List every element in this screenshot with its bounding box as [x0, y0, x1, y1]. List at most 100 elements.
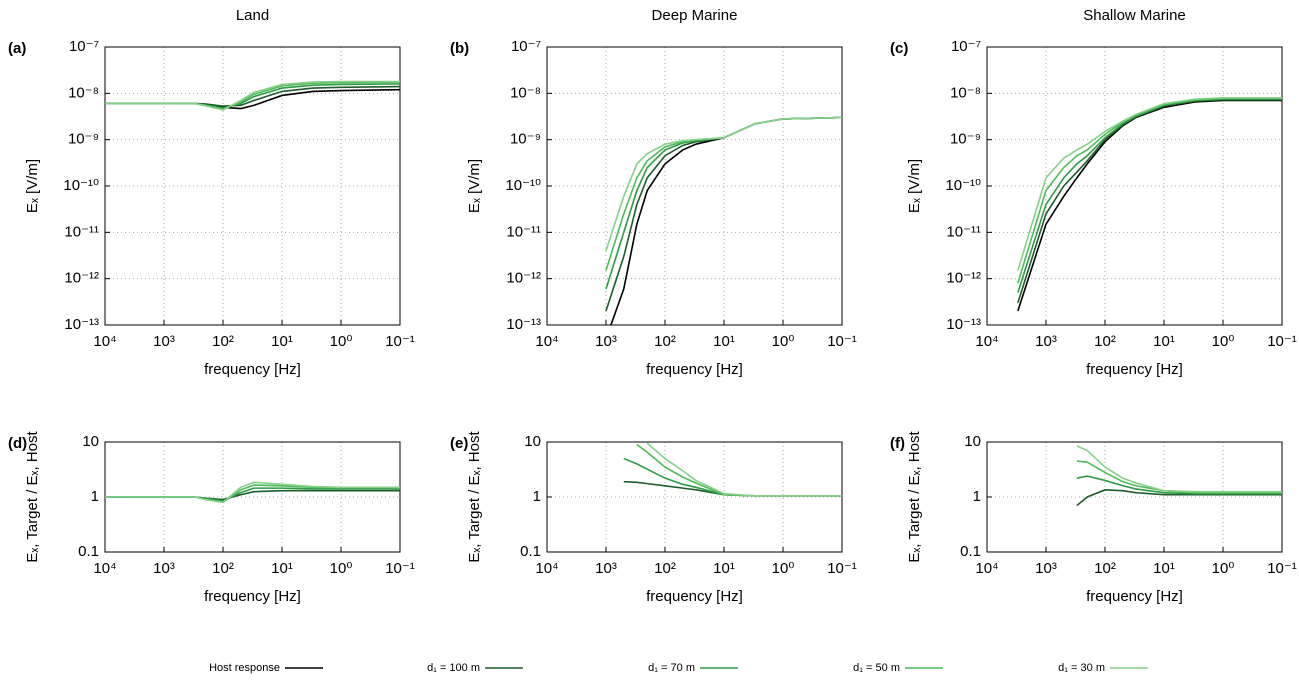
- series-line: d₁ = 70 m: [623, 457, 842, 497]
- x-axis-label: frequency [Hz]: [646, 361, 743, 378]
- y-axis-label: Eₓ, Target / Eₓ, Host: [906, 431, 923, 563]
- panel: 10⁴ 10³ 10² 10¹ 10⁰ 10⁻¹ 0.1 1 10 d₁ = 100 md₁ = …: [890, 431, 1297, 605]
- y-axis-label: Eₓ [V/m]: [466, 159, 483, 213]
- y-tick-label: 0.1: [520, 543, 541, 560]
- y-tick-label: 10⁻⁷: [511, 38, 541, 55]
- x-tick-label: 10⁴: [975, 560, 998, 577]
- y-tick-label: 0.1: [960, 543, 981, 560]
- panel: 10⁴ 10³ 10² 10¹ 10⁰ 10⁻¹ 0.1 1 10 d₁ = 100 md₁ = …: [8, 431, 415, 605]
- x-axis-label: frequency [Hz]: [1086, 588, 1183, 605]
- x-tick-label: 10⁰: [1212, 333, 1235, 350]
- legend-label: d₁ = 100 m: [427, 662, 480, 674]
- y-tick-label: 10⁻⁸: [68, 84, 99, 101]
- x-tick-label: 10²: [212, 560, 234, 577]
- plot-frame: [546, 441, 843, 553]
- series-line: d₁ = 30 m: [105, 80, 400, 111]
- panel-title: Land: [236, 7, 269, 24]
- legend: Host response d₁ = 100 m d₁ = 70 m d₁ = 50 …: [209, 662, 1148, 674]
- x-tick-label: 10²: [1094, 333, 1116, 350]
- series-line: d₁ = 30 m: [1017, 97, 1282, 271]
- x-tick-label: 10³: [595, 560, 617, 577]
- y-tick-label: 10⁻¹¹: [946, 223, 981, 240]
- y-axis-label: Eₓ [V/m]: [906, 159, 923, 213]
- x-tick-label: 10⁰: [772, 560, 795, 577]
- panel-label: (f): [890, 435, 905, 452]
- x-axis-label: frequency [Hz]: [204, 361, 301, 378]
- y-tick-label: 10⁻⁹: [950, 131, 981, 148]
- y-axis-label: Eₓ, Target / Eₓ, Host: [466, 431, 483, 563]
- panel-label: (c): [890, 40, 908, 57]
- series-line: Host response: [610, 116, 842, 325]
- x-tick-label: 10⁰: [1212, 560, 1235, 577]
- y-tick-label: 10: [82, 433, 99, 450]
- series-line: d₁ = 70 m: [1017, 98, 1282, 293]
- x-tick-label: 10⁰: [330, 560, 353, 577]
- panel-title: Deep Marine: [652, 7, 738, 24]
- legend-label: Host response: [209, 662, 280, 674]
- y-tick-label: 10⁻¹⁰: [505, 177, 541, 194]
- x-tick-label: 10⁻¹: [827, 560, 857, 577]
- x-axis-label: frequency [Hz]: [1086, 361, 1183, 378]
- series-line: d₁ = 100 m: [105, 489, 400, 501]
- y-tick-label: 10⁻¹³: [506, 316, 541, 333]
- plot-frame: [104, 46, 401, 326]
- y-tick-label: 10⁻⁹: [510, 131, 541, 148]
- panel-label: (a): [8, 40, 26, 57]
- panel: 10⁴ 10³ 10² 10¹ 10⁰ 10⁻¹ 10⁻¹³ 10⁻¹² 10⁻¹¹ 10⁻¹⁰ 1…: [450, 7, 857, 378]
- y-tick-label: 10⁻¹¹: [506, 223, 541, 240]
- series-line: d₁ = 30 m: [1076, 445, 1282, 493]
- panel-title: Shallow Marine: [1083, 7, 1186, 24]
- y-tick-label: 10⁻¹⁰: [945, 177, 981, 194]
- x-tick-label: 10⁻¹: [385, 333, 415, 350]
- series-line: d₁ = 100 m: [605, 116, 842, 312]
- x-tick-label: 10⁻¹: [1267, 333, 1297, 350]
- series-line: d₁ = 30 m: [646, 442, 842, 497]
- panel-label: (d): [8, 435, 27, 452]
- series-line: d₁ = 70 m: [1076, 475, 1282, 495]
- legend-label: d₁ = 30 m: [1058, 662, 1105, 674]
- y-tick-label: 0.1: [78, 543, 99, 560]
- y-tick-label: 10⁻¹²: [506, 270, 541, 287]
- plot-frame: [546, 46, 843, 326]
- x-tick-label: 10¹: [271, 333, 293, 350]
- x-tick-label: 10⁰: [330, 333, 353, 350]
- x-tick-label: 10³: [153, 333, 175, 350]
- x-tick-label: 10⁴: [535, 560, 558, 577]
- y-tick-label: 10⁻⁷: [69, 38, 99, 55]
- y-tick-label: 10: [964, 433, 981, 450]
- y-tick-label: 10⁻¹⁰: [63, 177, 99, 194]
- x-tick-label: 10³: [1035, 560, 1057, 577]
- y-tick-label: 10⁻⁷: [951, 38, 981, 55]
- plot-frame: [986, 441, 1283, 553]
- x-tick-label: 10¹: [1153, 333, 1175, 350]
- x-tick-label: 10⁴: [975, 333, 998, 350]
- series-line: d₁ = 50 m: [1076, 460, 1282, 494]
- series-line: d₁ = 50 m: [636, 443, 842, 497]
- y-tick-label: 1: [91, 488, 99, 505]
- series-line: d₁ = 30 m: [105, 481, 400, 504]
- x-tick-label: 10³: [595, 333, 617, 350]
- x-tick-label: 10⁴: [93, 333, 116, 350]
- legend-label: d₁ = 50 m: [853, 662, 900, 674]
- x-axis-label: frequency [Hz]: [204, 588, 301, 605]
- panel-label: (b): [450, 40, 469, 57]
- x-tick-label: 10³: [153, 560, 175, 577]
- series-line: Host response: [1017, 99, 1282, 312]
- panel-label: (e): [450, 435, 468, 452]
- x-tick-label: 10⁻¹: [1267, 560, 1297, 577]
- plot-frame: [986, 46, 1283, 326]
- x-tick-label: 10²: [654, 560, 676, 577]
- y-tick-label: 10⁻⁹: [68, 131, 99, 148]
- y-tick-label: 10⁻¹³: [64, 316, 99, 333]
- x-tick-label: 10¹: [713, 560, 735, 577]
- series-line: d₁ = 100 m: [1017, 98, 1282, 304]
- y-tick-label: 10⁻¹²: [946, 270, 981, 287]
- x-tick-label: 10⁻¹: [827, 333, 857, 350]
- x-tick-label: 10¹: [1153, 560, 1175, 577]
- panel: 10⁴ 10³ 10² 10¹ 10⁰ 10⁻¹ 10⁻¹³ 10⁻¹² 10⁻¹¹ 10⁻¹⁰ 1…: [8, 7, 415, 378]
- x-tick-label: 10²: [212, 333, 234, 350]
- series-line: d₁ = 50 m: [1017, 97, 1282, 284]
- x-tick-label: 10³: [1035, 333, 1057, 350]
- y-tick-label: 10: [524, 433, 541, 450]
- legend-label: d₁ = 70 m: [648, 662, 695, 674]
